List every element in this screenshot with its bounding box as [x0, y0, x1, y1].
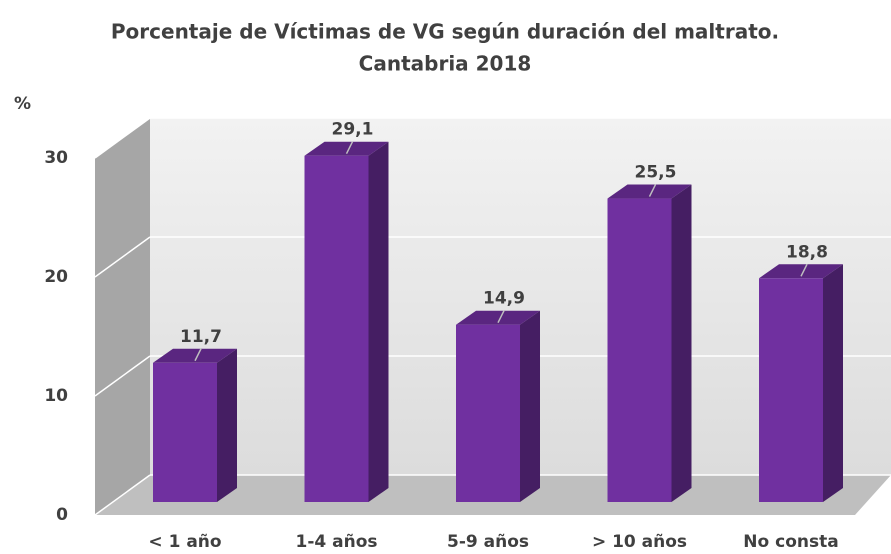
leader-line — [345, 141, 354, 155]
bar-top — [456, 310, 540, 325]
grid-line — [94, 474, 151, 516]
y-tick-label: 20 — [44, 267, 68, 287]
y-tick-label: 30 — [44, 148, 68, 168]
bar-top — [153, 348, 237, 363]
bar — [456, 324, 520, 502]
chart-title: Porcentaje de Víctimas de VG según durac… — [111, 20, 779, 44]
bar — [304, 155, 369, 502]
grid-line — [94, 117, 151, 159]
bar-side — [368, 141, 389, 502]
bar — [153, 362, 217, 502]
leader-line — [800, 263, 808, 277]
bar-top — [304, 141, 389, 156]
y-tick-label: 10 — [44, 386, 68, 406]
x-tick-label: < 1 año — [148, 532, 221, 552]
bar — [759, 278, 823, 502]
bar-top — [759, 264, 843, 279]
x-tick-label: > 10 años — [592, 532, 687, 552]
bar-side — [671, 184, 692, 503]
x-tick-label: 1-4 años — [295, 532, 377, 552]
bar-top — [607, 184, 692, 199]
x-tick-label: No consta — [743, 532, 838, 552]
value-label: 29,1 — [332, 120, 374, 140]
bar-side — [217, 348, 237, 502]
bar-side — [823, 264, 843, 502]
side-wall — [95, 118, 150, 515]
grid-line — [94, 355, 151, 397]
value-label: 14,9 — [483, 289, 525, 309]
chart-subtitle: Cantabria 2018 — [359, 52, 532, 76]
leader-line — [194, 348, 202, 362]
y-tick-label: 0 — [56, 505, 68, 525]
leader-line — [497, 310, 505, 324]
bar-side — [520, 310, 540, 502]
y-axis-label: % — [14, 94, 31, 114]
x-tick-label: 5-9 años — [447, 532, 529, 552]
value-label: 18,8 — [786, 242, 828, 262]
grid-line — [94, 236, 151, 278]
leader-line — [648, 184, 657, 197]
bar — [607, 198, 672, 503]
value-label: 11,7 — [180, 327, 222, 347]
value-label: 25,5 — [635, 163, 677, 183]
